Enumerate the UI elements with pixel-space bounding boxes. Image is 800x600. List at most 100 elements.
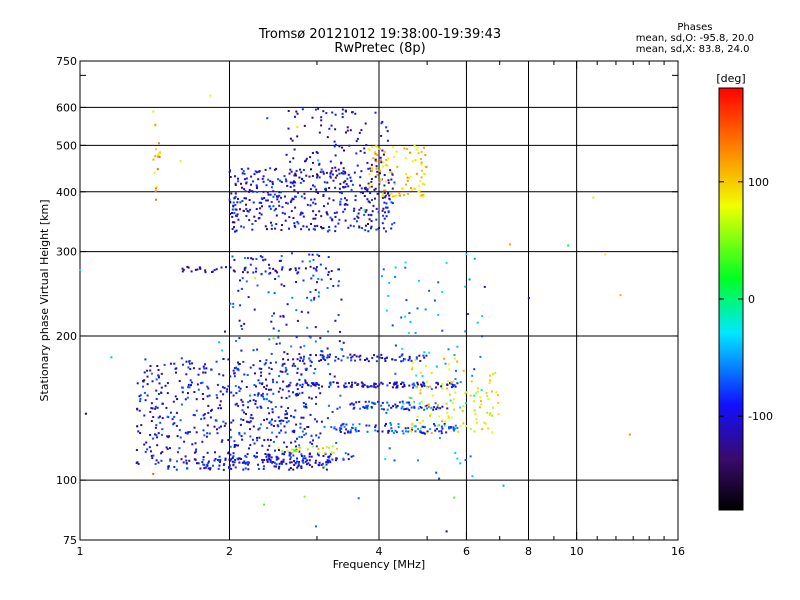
- data-point: [253, 455, 256, 457]
- data-point: [223, 463, 226, 465]
- data-point: [233, 440, 236, 443]
- data-point: [338, 145, 341, 148]
- data-point: [367, 182, 370, 185]
- data-point: [240, 418, 243, 421]
- data-point: [312, 201, 315, 204]
- data-point: [233, 367, 236, 370]
- data-point: [391, 202, 394, 205]
- data-point: [351, 355, 354, 358]
- data-point: [288, 451, 291, 454]
- data-point: [296, 319, 299, 322]
- data-point: [237, 289, 240, 292]
- data-point: [257, 178, 260, 181]
- data-point: [368, 424, 371, 427]
- data-point: [249, 420, 252, 423]
- data-point: [215, 268, 218, 271]
- data-point: [243, 461, 246, 464]
- data-point: [309, 156, 312, 159]
- data-point: [368, 400, 371, 403]
- data-point: [156, 185, 159, 188]
- data-point: [370, 180, 373, 183]
- data-point: [376, 385, 379, 388]
- data-point: [185, 459, 188, 462]
- data-point: [454, 424, 457, 427]
- data-point: [298, 378, 301, 381]
- data-point: [255, 208, 258, 210]
- data-point: [213, 269, 216, 271]
- data-point: [324, 359, 327, 362]
- data-point: [311, 116, 314, 119]
- data-point: [334, 186, 337, 189]
- data-point: [446, 380, 449, 383]
- data-point: [410, 406, 413, 409]
- data-point: [208, 394, 211, 397]
- data-point: [278, 342, 281, 345]
- data-point: [252, 201, 255, 204]
- data-point: [169, 447, 171, 450]
- data-point: [438, 407, 441, 410]
- data-point: [248, 447, 250, 450]
- data-point: [441, 290, 444, 293]
- data-point: [334, 356, 337, 358]
- data-point: [313, 372, 316, 375]
- data-point: [233, 375, 236, 378]
- data-point: [224, 330, 226, 333]
- data-point: [334, 215, 337, 218]
- data-point: [358, 423, 361, 426]
- data-point: [275, 361, 277, 364]
- data-point: [338, 340, 341, 343]
- data-point: [408, 409, 411, 412]
- data-point: [289, 381, 292, 384]
- data-point: [297, 222, 300, 225]
- data-point: [246, 453, 249, 456]
- data-point: [257, 392, 260, 395]
- data-point: [260, 406, 263, 409]
- data-point: [223, 424, 226, 427]
- data-point: [361, 192, 364, 194]
- data-point: [302, 169, 305, 171]
- data-point: [343, 425, 346, 428]
- data-point: [428, 351, 431, 354]
- data-point: [423, 183, 426, 186]
- data-point: [185, 360, 188, 363]
- data-point: [430, 388, 433, 391]
- data-point: [320, 168, 323, 171]
- data-point: [426, 407, 429, 410]
- data-point: [395, 381, 398, 384]
- data-point: [234, 175, 236, 178]
- data-point: [233, 461, 236, 464]
- data-point: [211, 271, 213, 273]
- data-point: [375, 167, 378, 170]
- data-point: [238, 457, 241, 460]
- data-point: [419, 430, 422, 432]
- data-point: [265, 378, 267, 381]
- y-tick-label: 600: [56, 101, 77, 114]
- data-point: [243, 432, 246, 435]
- data-point: [259, 405, 262, 408]
- data-point: [344, 219, 347, 222]
- data-point: [198, 266, 201, 269]
- data-point: [287, 407, 290, 410]
- data-point: [240, 398, 243, 401]
- data-point: [266, 393, 269, 396]
- data-point: [271, 431, 274, 434]
- data-point: [382, 268, 385, 271]
- data-point: [419, 195, 422, 198]
- data-point: [309, 364, 312, 367]
- data-point: [250, 183, 252, 186]
- data-point: [400, 407, 403, 410]
- data-point: [312, 227, 315, 230]
- data-point: [301, 391, 304, 394]
- data-point: [317, 277, 320, 280]
- data-point: [280, 283, 283, 286]
- data-point: [238, 337, 241, 340]
- data-point: [338, 187, 341, 190]
- data-point: [464, 285, 467, 288]
- data-point: [180, 458, 183, 461]
- data-point: [378, 169, 381, 172]
- data-point: [161, 402, 164, 405]
- data-point: [380, 353, 383, 356]
- data-point: [371, 199, 373, 201]
- data-point: [360, 170, 363, 173]
- data-point: [189, 379, 192, 382]
